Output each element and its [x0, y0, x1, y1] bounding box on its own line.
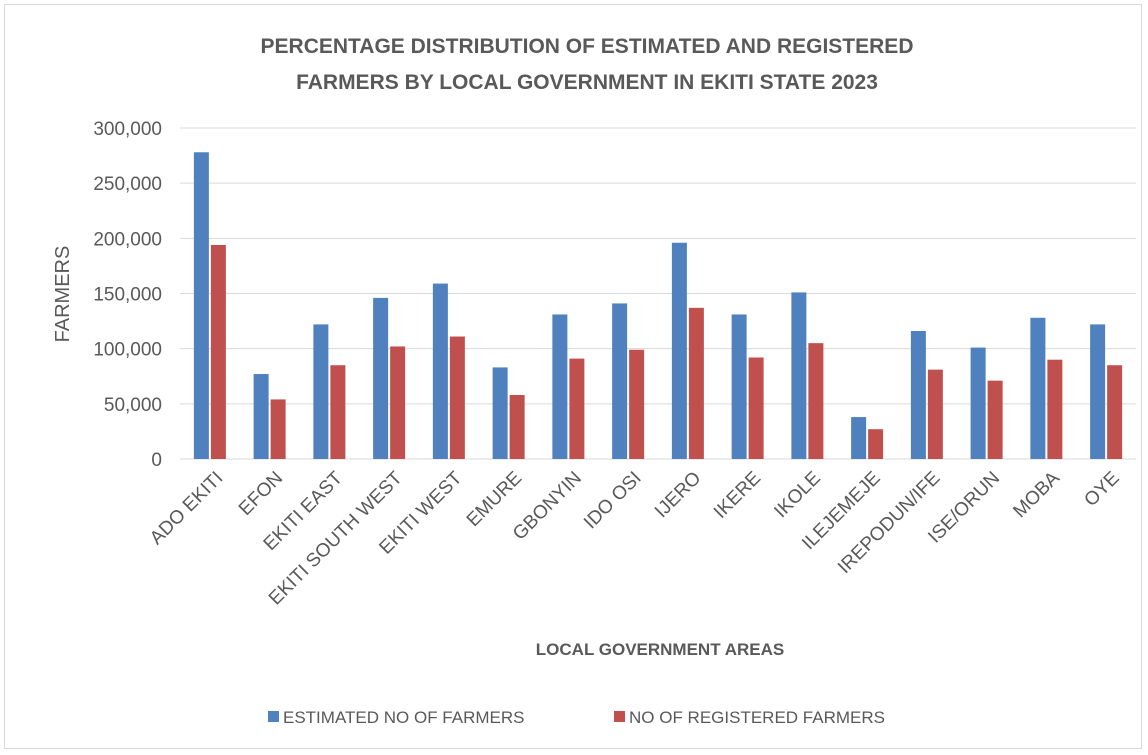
bar-registered: [569, 358, 585, 459]
y-tick-label: 200,000: [93, 229, 162, 250]
legend: ESTIMATED NO OF FARMERS NO OF REGISTERED …: [268, 708, 885, 727]
y-tick-label: 250,000: [93, 174, 162, 195]
legend-swatch: [614, 711, 625, 722]
bar-estimated: [313, 324, 329, 459]
chart-title-line-2: FARMERS BY LOCAL GOVERNMENT IN EKITI STA…: [296, 71, 878, 94]
bar-registered: [1107, 365, 1123, 459]
x-tick-label: IREPODUN/IFE: [834, 468, 944, 578]
y-tick-label: 0: [151, 450, 162, 471]
chart-title-line-1: PERCENTAGE DISTRIBUTION OF ESTIMATED AND…: [261, 35, 914, 58]
y-axis-ticks: 0 50,000 100,000 150,000 200,000 250,000 300,0…: [93, 119, 162, 471]
bar-estimated: [851, 417, 867, 459]
legend-swatch: [268, 711, 279, 722]
bar-registered: [868, 429, 884, 459]
bar-registered: [927, 369, 943, 459]
bar-registered: [390, 346, 406, 459]
bar-estimated: [910, 331, 926, 459]
x-tick-label: ADO EKITI: [146, 468, 227, 549]
y-tick-label: 150,000: [93, 285, 162, 306]
bar-estimated: [193, 152, 209, 460]
bar-estimated: [373, 297, 389, 459]
x-tick-label: MOBA: [1009, 467, 1064, 522]
bar-registered: [1047, 359, 1063, 459]
y-tick-label: 100,000: [93, 340, 162, 361]
x-tick-label: OYE: [1080, 468, 1123, 511]
legend-label: ESTIMATED NO OF FARMERS: [283, 708, 524, 727]
bar-estimated: [671, 242, 687, 459]
x-tick-label: IKOLE: [770, 468, 824, 522]
bar-registered: [987, 380, 1003, 459]
bar-registered: [330, 365, 346, 459]
bar-estimated: [432, 283, 448, 459]
bar-registered: [748, 357, 764, 459]
bar-estimated: [253, 374, 269, 459]
y-tick-label: 300,000: [93, 119, 162, 140]
y-axis-label: FARMERS: [52, 246, 74, 343]
bar-estimated: [791, 292, 807, 459]
y-tick-label: 50,000: [104, 395, 162, 416]
bar-registered: [629, 349, 645, 459]
bar-estimated: [612, 303, 628, 459]
bar-registered: [270, 399, 286, 459]
bars: [193, 152, 1123, 460]
bar-registered: [688, 307, 704, 459]
bar-estimated: [1030, 317, 1046, 459]
bar-estimated: [552, 314, 568, 459]
bar-estimated: [731, 314, 747, 459]
x-tick-label: EFON: [235, 468, 287, 520]
x-axis-label: LOCAL GOVERNMENT AREAS: [536, 640, 784, 659]
bar-estimated: [970, 347, 986, 459]
bar-estimated: [1090, 324, 1106, 459]
bar-registered: [210, 244, 226, 459]
x-tick-label: IKERE: [710, 468, 765, 523]
x-tick-label: IJERO: [651, 468, 705, 522]
bar-registered: [808, 343, 824, 459]
bar-registered: [449, 336, 465, 459]
bar-registered: [509, 395, 525, 459]
x-tick-label: IDO OSI: [580, 468, 646, 534]
legend-label: NO OF REGISTERED FARMERS: [629, 708, 885, 727]
bar-estimated: [492, 367, 508, 459]
